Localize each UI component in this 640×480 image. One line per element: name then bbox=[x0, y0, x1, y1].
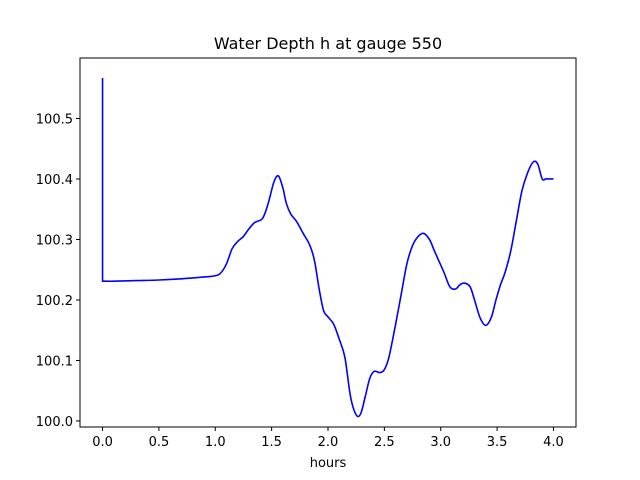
x-tick-label: 4.0 bbox=[543, 435, 564, 450]
x-tick-label: 0.0 bbox=[92, 435, 113, 450]
y-tick-label: 100.3 bbox=[36, 233, 73, 248]
y-axis: 100.0 100.1 100.2 100.3 100.4 100.5 bbox=[36, 112, 80, 430]
x-tick-label: 1.0 bbox=[205, 435, 226, 450]
y-tick-label: 100.2 bbox=[36, 294, 73, 309]
y-tick-label: 100.5 bbox=[36, 112, 73, 127]
x-axis-label: hours bbox=[310, 456, 347, 471]
x-tick-label: 0.5 bbox=[149, 435, 170, 450]
plot-area bbox=[79, 57, 577, 428]
x-tick-label: 1.5 bbox=[261, 435, 282, 450]
series-layer bbox=[101, 77, 554, 418]
y-tick-label: 100.4 bbox=[36, 173, 73, 188]
x-axis: 0.0 0.5 1.0 1.5 2.0 2.5 3.0 3.5 4.0 bbox=[92, 427, 564, 450]
series-line bbox=[101, 77, 554, 418]
x-tick-label: 2.5 bbox=[374, 435, 395, 450]
x-tick-label: 3.0 bbox=[430, 435, 451, 450]
y-tick-label: 100.0 bbox=[36, 415, 73, 430]
x-tick-label: 2.0 bbox=[318, 435, 339, 450]
x-tick-label: 3.5 bbox=[487, 435, 508, 450]
chart-title: Water Depth h at gauge 550 bbox=[214, 34, 442, 53]
y-tick-label: 100.1 bbox=[36, 354, 73, 369]
